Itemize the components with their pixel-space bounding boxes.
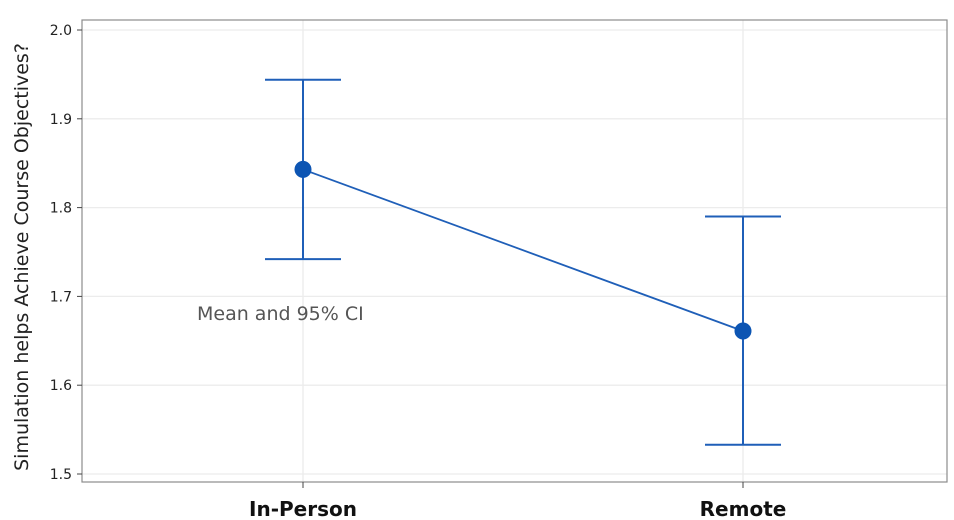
mean-point-0 (294, 160, 312, 178)
ytick-label-0: 1.5 (50, 467, 72, 483)
gridlines (82, 20, 947, 482)
ytick-label-4: 1.9 (50, 112, 72, 128)
y-axis-label: Simulation helps Achieve Course Objectiv… (11, 43, 33, 471)
y-axis-ticks: 1.5 1.6 1.7 1.8 1.9 2.0 (50, 23, 82, 483)
ytick-label-5: 2.0 (50, 23, 72, 39)
ytick-label-2: 1.7 (50, 289, 72, 305)
plot-frame (81, 19, 948, 483)
x-axis-ticks: In-Person Remote (249, 482, 786, 520)
mean-point-1 (734, 322, 752, 340)
series-group (265, 78, 781, 446)
xtick-label-0: In-Person (249, 497, 357, 520)
ytick-label-1: 1.6 (50, 378, 72, 394)
chart-annotation: Mean and 95% CI (197, 303, 364, 325)
ytick-label-3: 1.8 (50, 201, 72, 217)
xtick-label-1: Remote (700, 497, 787, 520)
mean-connecting-line (302, 168, 744, 332)
